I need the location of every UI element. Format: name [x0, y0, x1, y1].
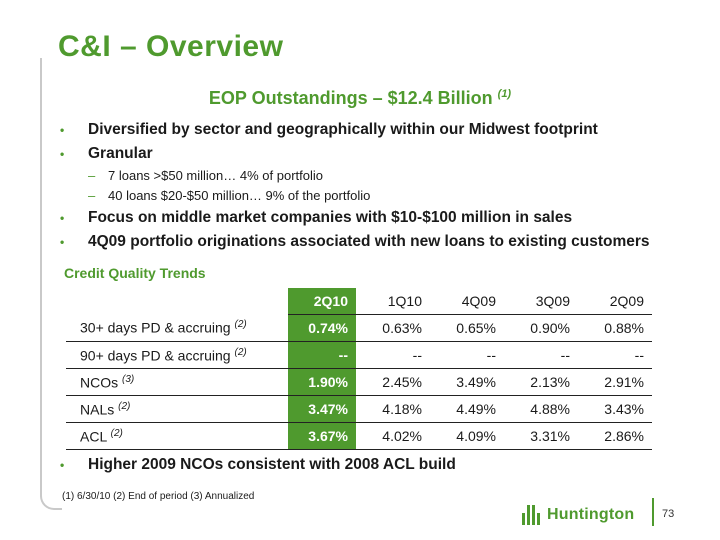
bullet-dash-icon: –: [88, 188, 96, 203]
row-label-note: (2): [234, 319, 247, 331]
table-cell: 0.63%: [356, 314, 430, 342]
row-label: ACL (2): [66, 422, 288, 450]
bullet-dash-icon: –: [88, 168, 96, 183]
bullet-dot-icon: •: [60, 211, 65, 225]
bullet-item: • Higher 2009 NCOs consistent with 2008 …: [60, 453, 710, 477]
bullet-text: Focus on middle market companies with $1…: [88, 209, 573, 226]
row-label-note: (2): [118, 400, 131, 412]
row-label-text: NCOs: [80, 374, 119, 391]
frame-corner: [40, 488, 62, 510]
table-row: NCOs (3) 1.90% 2.45% 3.49% 2.13% 2.91%: [66, 368, 652, 396]
bullet-item: • Focus on middle market companies with $…: [60, 206, 710, 230]
page-number: 73: [662, 508, 675, 520]
subtitle-text: EOP Outstandings – $12.4 Billion: [208, 88, 493, 108]
slide-subtitle: EOP Outstandings – $12.4 Billion (1): [0, 88, 720, 109]
sub-bullet-item: –7 loans >$50 million… 4% of portfolio: [60, 166, 710, 186]
bullet-dot-icon: •: [60, 123, 65, 137]
table-cell: 0.88%: [578, 314, 652, 342]
credit-quality-table: 2Q10 1Q10 4Q09 3Q09 2Q09 30+ days PD & accru…: [66, 288, 652, 450]
table-cell: --: [356, 341, 430, 369]
table-cell: 3.49%: [430, 368, 504, 396]
table-cell: 4.49%: [430, 395, 504, 423]
table-cell: --: [430, 341, 504, 369]
logo-divider: [652, 498, 654, 526]
table-header-blank: [66, 288, 288, 315]
column-header: 2Q10: [288, 288, 356, 315]
row-label-note: (2): [234, 346, 247, 358]
table-cell: 2.91%: [578, 368, 652, 396]
table-cell: --: [504, 341, 578, 369]
row-label-note: (3): [122, 373, 135, 385]
bullet-text: 4Q09 portfolio originations associated w…: [88, 233, 650, 250]
table-cell: 2.45%: [356, 368, 430, 396]
table-cell: 2.13%: [504, 368, 578, 396]
table-cell: 3.67%: [288, 422, 356, 450]
table-cell: 0.65%: [430, 314, 504, 342]
logo-mark-icon: [522, 505, 542, 525]
row-label: 30+ days PD & accruing (2): [66, 314, 288, 342]
table-cell: 4.88%: [504, 395, 578, 423]
sub-bullet-item: –40 loans $20-$50 million… 9% of the por…: [60, 186, 710, 206]
bullet-dot-icon: •: [60, 458, 65, 472]
huntington-logo: Huntington: [522, 505, 634, 525]
bullet-list: • Diversified by sector and geographicall…: [60, 118, 710, 254]
table-cell: --: [288, 341, 356, 369]
table-cell: 4.18%: [356, 395, 430, 423]
row-label: NCOs (3): [66, 368, 288, 396]
frame-line: [40, 58, 42, 498]
bullet-text: Granular: [88, 145, 153, 162]
row-label-note: (2): [110, 427, 123, 439]
row-label: 90+ days PD & accruing (2): [66, 341, 288, 369]
closing-bullet: • Higher 2009 NCOs consistent with 2008 …: [60, 453, 710, 477]
bullet-dot-icon: •: [60, 147, 65, 161]
column-header: 2Q09: [578, 288, 652, 315]
footnotes: (1) 6/30/10 (2) End of period (3) Annual…: [62, 491, 255, 502]
table-header-row: 2Q10 1Q10 4Q09 3Q09 2Q09: [66, 288, 652, 315]
credit-quality-title: Credit Quality Trends: [64, 265, 206, 281]
row-label: NALs (2): [66, 395, 288, 423]
logo-text: Huntington: [547, 506, 635, 523]
row-label-text: ACL: [80, 428, 107, 445]
table-cell: 3.43%: [578, 395, 652, 423]
subtitle-note: (1): [497, 88, 512, 100]
bullet-dot-icon: •: [60, 235, 65, 249]
row-label-text: 90+ days PD & accruing: [80, 347, 231, 364]
table-cell: 3.31%: [504, 422, 578, 450]
row-label-text: NALs: [80, 401, 115, 418]
bullet-item: • Granular: [60, 142, 710, 166]
bullet-text: Higher 2009 NCOs consistent with 2008 AC…: [88, 456, 456, 473]
table-cell: 3.47%: [288, 395, 356, 423]
table-row: 30+ days PD & accruing (2) 0.74% 0.63% 0.65…: [66, 314, 652, 342]
row-label-text: 30+ days PD & accruing: [80, 320, 231, 337]
table-cell: 4.09%: [430, 422, 504, 450]
table-cell: 1.90%: [288, 368, 356, 396]
bullet-item: • 4Q09 portfolio originations associated …: [60, 230, 710, 254]
table-row: NALs (2) 3.47% 4.18% 4.49% 4.88% 3.43%: [66, 395, 652, 423]
table-cell: --: [578, 341, 652, 369]
column-header: 3Q09: [504, 288, 578, 315]
table-cell: 0.90%: [504, 314, 578, 342]
bullet-text: Diversified by sector and geographically…: [88, 121, 598, 138]
column-header: 1Q10: [356, 288, 430, 315]
table-cell: 4.02%: [356, 422, 430, 450]
table-row: ACL (2) 3.67% 4.02% 4.09% 3.31% 2.86%: [66, 422, 652, 450]
bullet-text: 40 loans $20-$50 million… 9% of the port…: [108, 188, 371, 203]
column-header: 4Q09: [430, 288, 504, 315]
bullet-text: 7 loans >$50 million… 4% of portfolio: [108, 168, 323, 183]
table-row: 90+ days PD & accruing (2) -- -- -- -- --: [66, 341, 652, 369]
table-cell: 0.74%: [288, 314, 356, 342]
bullet-item: • Diversified by sector and geographicall…: [60, 118, 710, 142]
slide-title: C&I – Overview: [58, 30, 284, 63]
table-cell: 2.86%: [578, 422, 652, 450]
